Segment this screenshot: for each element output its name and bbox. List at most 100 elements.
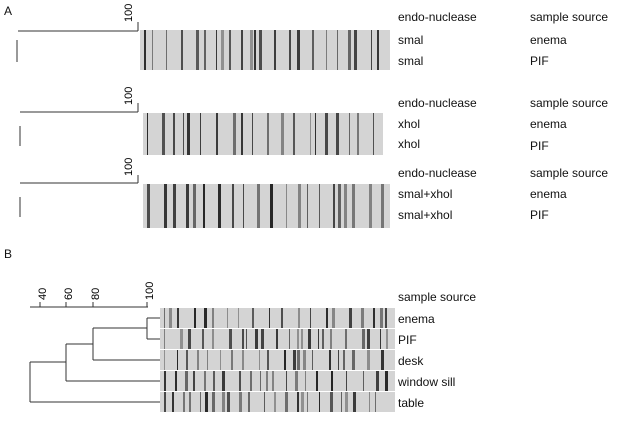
- gel-band: [361, 308, 364, 328]
- gel-band: [380, 308, 383, 328]
- sample-label: window sill: [398, 375, 456, 389]
- gel-band: [254, 30, 256, 50]
- gel-band: [312, 350, 313, 370]
- gel-band: [260, 371, 261, 391]
- gel-band: [252, 308, 254, 328]
- gel-band: [204, 308, 207, 328]
- gel-band: [183, 392, 185, 412]
- gel-band: [212, 308, 214, 328]
- gel-band: [233, 134, 236, 155]
- gel-band: [297, 392, 299, 412]
- gel-band: [248, 392, 250, 412]
- gel-band: [267, 113, 269, 134]
- gel-band: [276, 329, 278, 349]
- gel-band: [381, 206, 384, 228]
- gel-band: [344, 206, 347, 228]
- source-label: PIF: [530, 54, 549, 68]
- gel-band: [212, 329, 214, 349]
- gel-band: [343, 350, 345, 370]
- gel-band: [250, 50, 253, 70]
- nuclease-label: smal+xhol: [398, 187, 453, 201]
- gel-band: [319, 184, 320, 206]
- gel-band: [297, 30, 300, 50]
- gel-band: [194, 308, 196, 328]
- gel-band: [385, 308, 387, 328]
- gel-band: [307, 184, 308, 206]
- gel-band: [380, 329, 381, 349]
- scale-label: 100: [123, 87, 135, 105]
- gel-band: [188, 329, 191, 349]
- gel-band: [308, 329, 311, 349]
- gel-band: [241, 30, 243, 50]
- header-nuclease-1: endo-nuclease: [398, 10, 477, 24]
- gel-band: [144, 30, 146, 50]
- gel-band: [175, 371, 177, 391]
- gel-band: [238, 308, 239, 328]
- gel-band: [330, 392, 333, 412]
- gel-band: [310, 113, 311, 134]
- gel-band: [186, 206, 189, 228]
- gel-band: [377, 30, 379, 50]
- gel-band: [152, 30, 153, 50]
- scale-tick-label: 60: [63, 288, 75, 300]
- gel-band: [344, 184, 347, 206]
- gel-band: [345, 329, 347, 349]
- gel-band: [193, 184, 196, 206]
- gel-band: [180, 329, 183, 349]
- gel-band: [252, 134, 253, 155]
- gel-band: [326, 30, 327, 50]
- gel-band: [255, 329, 258, 349]
- header-source-1: sample source: [530, 10, 609, 24]
- panel-a-label: A: [4, 4, 13, 18]
- gel-lane: [143, 134, 383, 155]
- nuclease-label: smal: [398, 54, 424, 68]
- gel-band: [307, 392, 308, 412]
- source-label: enema: [530, 117, 567, 131]
- scale-tick-label: 80: [90, 288, 102, 300]
- gel-band: [316, 371, 318, 391]
- gel-band: [337, 30, 338, 50]
- gel-band: [312, 50, 314, 70]
- gel-band: [329, 350, 331, 370]
- gel-band: [213, 371, 215, 391]
- gel-band: [177, 350, 178, 370]
- sample-label: table: [398, 396, 425, 410]
- gel-band: [200, 113, 201, 134]
- gel-band: [181, 50, 183, 70]
- gel-band: [203, 184, 205, 206]
- gel-band: [162, 113, 165, 134]
- gel-band: [297, 50, 300, 70]
- gel-band: [270, 206, 273, 228]
- gel-band: [200, 392, 201, 412]
- gel-band: [147, 134, 148, 155]
- gel-band: [173, 113, 175, 134]
- gel-band: [369, 392, 370, 412]
- gel-band: [312, 30, 314, 50]
- gel-band: [266, 371, 268, 391]
- gel-band: [204, 50, 206, 70]
- gel-band: [264, 392, 265, 412]
- gel-lane: [160, 308, 395, 328]
- gel-band: [289, 329, 290, 349]
- gel-band: [164, 308, 165, 328]
- gel-band: [147, 206, 150, 228]
- gel-band: [319, 392, 320, 412]
- scale-label: 100: [123, 4, 135, 22]
- gel-band: [338, 184, 341, 206]
- gel-band: [254, 50, 256, 70]
- gel-band: [232, 184, 234, 206]
- gel-band: [202, 329, 204, 349]
- gel-band: [205, 392, 208, 412]
- gel-band: [250, 30, 253, 50]
- gel-band: [363, 371, 364, 391]
- gel-band: [267, 134, 269, 155]
- gel-band: [147, 113, 148, 134]
- gel-band: [336, 134, 339, 155]
- gel-band: [295, 371, 298, 391]
- scale-label: 100: [123, 158, 135, 176]
- gel-band: [147, 184, 150, 206]
- gel-band: [325, 113, 328, 134]
- gel-band: [293, 113, 295, 134]
- gel-band: [289, 50, 291, 70]
- gel-band: [385, 371, 388, 391]
